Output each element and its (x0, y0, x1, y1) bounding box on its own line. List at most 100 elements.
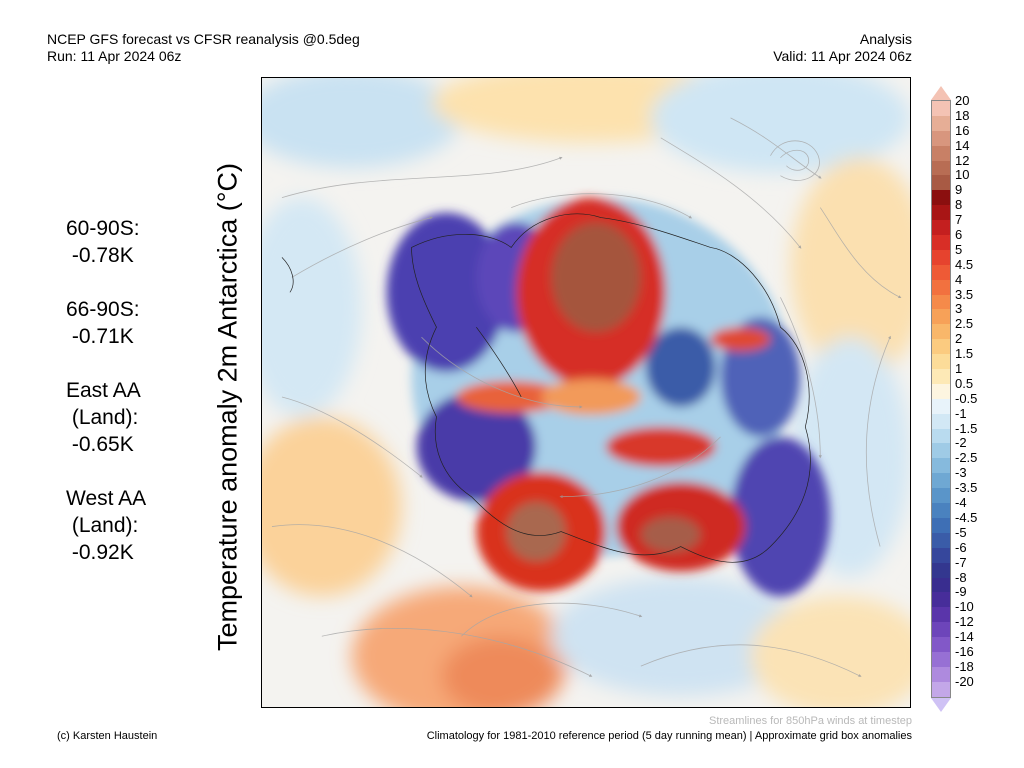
colorbar-segment (932, 190, 950, 206)
colorbar-segment (932, 324, 950, 340)
colorbar-segment (932, 160, 950, 176)
colorbar-tick-label: 5 (955, 241, 963, 257)
valid-time: Valid: 11 Apr 2024 06z (773, 48, 912, 64)
colorbar-tick-label: 7 (955, 212, 963, 228)
colorbar-segment (932, 637, 950, 652)
colorbar-segment (932, 443, 950, 459)
colorbar-tick-label: 20 (955, 93, 970, 108)
colorbar-tick-label: -18 (955, 658, 974, 674)
colorbar-tick-label: -1.5 (955, 420, 978, 436)
streamlines-note: Streamlines for 850hPa winds at timestep (709, 715, 912, 727)
colorbar-tick-label: -1 (955, 405, 967, 421)
colorbar-segment (932, 339, 950, 355)
colorbar (931, 86, 951, 712)
colorbar-segment (932, 562, 950, 578)
stat-60-90s: 60-90S: -0.78K (66, 215, 146, 269)
colorbar-tick-label: 12 (955, 152, 970, 168)
colorbar-tick-label: -3.5 (955, 480, 978, 496)
stat-east-aa: East AA (Land): -0.65K (66, 377, 146, 458)
stat-value: -0.78K (66, 244, 134, 267)
colorbar-segment (932, 145, 950, 161)
colorbar-segment (932, 115, 950, 131)
colorbar-segment (932, 369, 950, 384)
colorbar-segment (932, 249, 950, 265)
colorbar-tick-label: 3.5 (955, 286, 974, 302)
stat-name: East AA (Land): (66, 379, 141, 429)
colorbar-segment (932, 383, 950, 399)
colorbar-segment (932, 622, 950, 638)
stat-value: -0.92K (66, 541, 134, 564)
colorbar-segment (932, 101, 950, 116)
colorbar-tick-label: -10 (955, 599, 974, 615)
colorbar-tick-label: -8 (955, 569, 967, 585)
colorbar-tick-label: -16 (955, 643, 974, 659)
anomaly-map (261, 77, 911, 708)
colorbar-segment (932, 413, 950, 429)
header-left: NCEP GFS forecast vs CFSR reanalysis @0.… (47, 31, 360, 65)
colorbar-tick-label: 4.5 (955, 256, 974, 272)
stat-66-90s: 66-90S: -0.71K (66, 296, 146, 350)
stat-name: 66-90S: (66, 298, 140, 321)
colorbar-segment (932, 473, 950, 489)
streamlines (271, 117, 902, 677)
background-anomaly-field (262, 78, 910, 707)
colorbar-segment (932, 220, 950, 236)
stat-name: West AA (Land): (66, 487, 147, 537)
stat-value: -0.71K (66, 325, 134, 348)
copyright: (c) Karsten Haustein (57, 730, 158, 742)
colorbar-segment (932, 279, 950, 295)
colorbar-segment (932, 503, 950, 518)
stat-west-aa: West AA (Land): -0.92K (66, 485, 146, 566)
colorbar-tick-label: -9 (955, 584, 967, 600)
colorbar-tick-label: -6 (955, 539, 967, 555)
colorbar-tick-label: 8 (955, 197, 963, 213)
colorbar-segment (932, 651, 950, 667)
colorbar-tick-label: 4 (955, 271, 963, 287)
colorbar-segment (932, 607, 950, 623)
colorbar-tick-label: 16 (955, 122, 970, 138)
colorbar-segment (932, 175, 950, 191)
colorbar-segment (932, 264, 950, 280)
colorbar-tick-label: -20 (955, 673, 974, 689)
antarctic-anomaly-field (386, 197, 831, 597)
colorbar-tick-label: 6 (955, 227, 963, 243)
colorbar-tick-label: -7 (955, 554, 967, 570)
header-right: Analysis Valid: 11 Apr 2024 06z (773, 31, 912, 65)
anomaly-stats: 60-90S: -0.78K 66-90S: -0.71K East AA (L… (66, 215, 146, 593)
colorbar-tick-label: -5 (955, 524, 967, 540)
colorbar-segment (932, 592, 950, 608)
colorbar-segment (932, 547, 950, 563)
colorbar-segment (932, 428, 950, 444)
colorbar-tick-label: 1 (955, 361, 963, 377)
climatology-note: Climatology for 1981-2010 reference peri… (426, 730, 912, 742)
colorbar-segment (932, 205, 950, 221)
vertical-title: Temperature anomaly 2m Antarctica (°C) (212, 163, 243, 651)
colorbar-segment (932, 235, 950, 250)
colorbar-max-arrow (931, 86, 951, 100)
colorbar-segment (932, 681, 950, 697)
colorbar-tick-label: -0.5 (955, 390, 978, 406)
colorbar-segment (932, 458, 950, 474)
run-time: Run: 11 Apr 2024 06z (47, 48, 182, 64)
map-canvas (262, 78, 910, 707)
colorbar-segment (932, 517, 950, 533)
colorbar-tick-label: 2.5 (955, 316, 974, 332)
colorbar-tick-label: 18 (955, 107, 970, 123)
coastlines (281, 213, 811, 563)
colorbar-tick-label: 0.5 (955, 375, 974, 391)
colorbar-segment (932, 309, 950, 325)
colorbar-segment (932, 577, 950, 593)
colorbar-segment (932, 294, 950, 310)
stat-name: 60-90S: (66, 217, 140, 240)
colorbar-tick-label: 1.5 (955, 346, 974, 362)
colorbar-tick-label: -4.5 (955, 509, 978, 525)
colorbar-labels: 20 18 16 14 12 10 9 8 7 6 5 4.5 4 3.5 3 2.5 2 1.5 1 0.5 -0.5… (955, 93, 978, 690)
colorbar-min-arrow (931, 697, 951, 712)
colorbar-tick-label: 9 (955, 182, 963, 198)
colorbar-tick-label: -12 (955, 614, 974, 630)
colorbar-tick-label: -3 (955, 465, 967, 481)
colorbar-segment (932, 666, 950, 682)
colorbar-tick-label: -2 (955, 435, 967, 451)
colorbar-segment (932, 354, 950, 370)
colorbar-tick-label: 10 (955, 167, 970, 183)
